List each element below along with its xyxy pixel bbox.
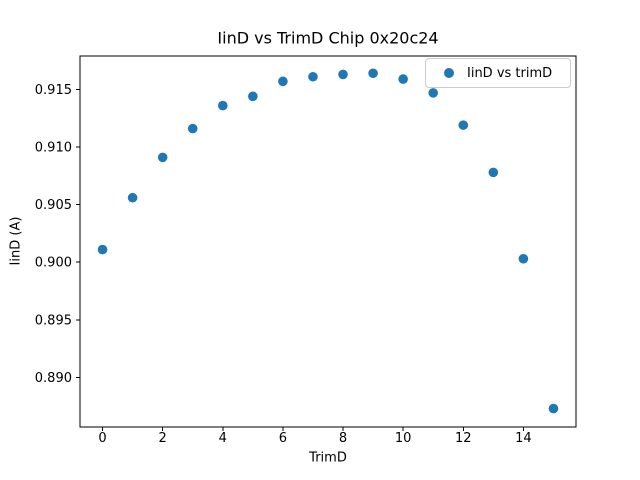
legend: IinD vs trimD: [425, 58, 571, 88]
x-axis-label: TrimD: [309, 450, 347, 466]
y-tick-label: 0.915: [35, 83, 72, 98]
y-tick-label: 0.895: [35, 313, 72, 328]
data-point: [518, 253, 529, 264]
x-tick-label: 6: [279, 431, 287, 446]
x-tick-label: 12: [455, 431, 472, 446]
y-tick-label: 0.905: [35, 198, 72, 213]
data-point: [428, 88, 439, 98]
x-tick-label: 10: [395, 431, 412, 446]
data-point: [548, 403, 559, 414]
x-tick-label: 4: [219, 431, 227, 446]
data-point: [97, 244, 108, 255]
plot-border: [79, 55, 577, 428]
x-tick-label: 0: [98, 431, 106, 446]
y-tick-label: 0.890: [35, 371, 72, 386]
data-point: [458, 120, 469, 130]
data-point: [248, 91, 258, 102]
data-point: [368, 68, 378, 79]
legend-marker-icon: [444, 68, 454, 78]
data-point: [157, 152, 168, 163]
x-tick-label: 8: [339, 431, 347, 446]
data-point: [308, 71, 318, 82]
x-tick-label: 14: [515, 431, 532, 446]
y-tick-label: 0.910: [35, 141, 72, 156]
y-axis-label: IinD (A): [8, 216, 24, 266]
data-point: [338, 69, 348, 80]
legend-label: IinD vs trimD: [467, 65, 553, 81]
data-point: [127, 192, 138, 203]
data-point: [278, 76, 288, 87]
data-point: [187, 123, 198, 134]
y-tick-label: 0.900: [35, 256, 72, 271]
data-point: [488, 167, 499, 178]
x-tick-label: 2: [159, 431, 167, 446]
chart-title: IinD vs TrimD Chip 0x20c24: [217, 28, 439, 48]
data-point: [398, 74, 408, 84]
data-point: [217, 100, 228, 111]
